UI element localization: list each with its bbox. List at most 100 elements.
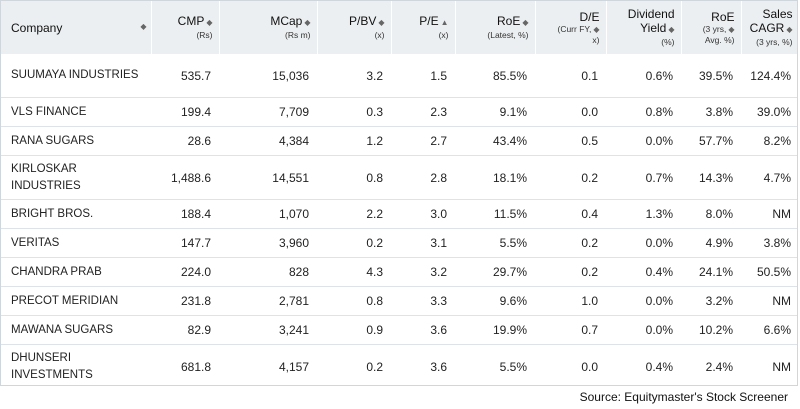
sort-updown-icon[interactable]: ◆ bbox=[206, 18, 213, 27]
dividend-yield-cell: 0.6% bbox=[606, 54, 681, 98]
company-name-cell[interactable]: VLS FINANCE bbox=[1, 97, 151, 127]
sales-cagr-cell: 39.0% bbox=[741, 97, 797, 127]
table-row: VERITAS 147.7 3,960 0.2 3.1 5.5% 0.2 0.0… bbox=[1, 228, 797, 258]
column-header-sales-cagr[interactable]: Sales CAGR ◆ (3 yrs, %) bbox=[741, 1, 797, 54]
column-subtitle: (%) bbox=[661, 37, 675, 47]
table-row: VLS FINANCE 199.4 7,709 0.3 2.3 9.1% 0.0… bbox=[1, 97, 797, 127]
cmp-cell: 82.9 bbox=[151, 315, 219, 345]
column-header-dividend-yield[interactable]: Dividend Yield ◆ (%) bbox=[606, 1, 682, 54]
roe-3yr-cell: 24.1% bbox=[681, 257, 741, 287]
table-row: SUUMAYA INDUSTRIES 535.7 15,036 3.2 1.5 … bbox=[1, 54, 797, 98]
column-header-company[interactable]: Company ◆ bbox=[1, 1, 152, 54]
pe-cell: 2.3 bbox=[391, 97, 455, 127]
roe-cell: 85.5% bbox=[455, 54, 535, 98]
roe-3yr-cell: 8.0% bbox=[681, 199, 741, 229]
sales-cagr-cell: 50.5% bbox=[741, 257, 797, 287]
de-cell: 0.0 bbox=[535, 97, 606, 127]
de-cell: 0.7 bbox=[535, 315, 606, 345]
column-subtitle: (3 yrs, bbox=[702, 23, 727, 34]
pbv-cell: 0.8 bbox=[317, 286, 391, 316]
pe-cell: 3.0 bbox=[391, 199, 455, 229]
column-title: Company bbox=[11, 20, 63, 35]
column-subtitle: (x) bbox=[374, 30, 385, 40]
column-title-2: CAGR bbox=[749, 21, 785, 35]
de-cell: 0.2 bbox=[535, 155, 606, 200]
cmp-cell: 199.4 bbox=[151, 97, 219, 127]
mcap-cell: 15,036 bbox=[219, 54, 317, 98]
source-note: Source: Equitymaster's Stock Screener bbox=[579, 390, 788, 404]
mcap-cell: 4,157 bbox=[219, 344, 317, 385]
cmp-cell: 231.8 bbox=[151, 286, 219, 316]
company-name-cell[interactable]: MAWANA SUGARS bbox=[1, 315, 151, 345]
mcap-cell: 4,384 bbox=[219, 126, 317, 156]
pe-cell: 2.8 bbox=[391, 155, 455, 200]
mcap-cell: 1,070 bbox=[219, 199, 317, 229]
pbv-cell: 0.3 bbox=[317, 97, 391, 127]
sort-updown-icon[interactable]: ◆ bbox=[378, 18, 385, 27]
cmp-cell: 535.7 bbox=[151, 54, 219, 98]
roe-cell: 18.1% bbox=[455, 155, 535, 200]
cmp-cell: 681.8 bbox=[151, 344, 219, 385]
pe-cell: 3.6 bbox=[391, 315, 455, 345]
column-subtitle: (Curr FY, bbox=[557, 23, 592, 34]
column-title: P/E bbox=[419, 14, 439, 28]
pe-cell: 3.3 bbox=[391, 286, 455, 316]
column-title: MCap bbox=[270, 14, 303, 28]
dividend-yield-cell: 0.0% bbox=[606, 228, 681, 258]
pe-cell: 3.6 bbox=[391, 344, 455, 385]
column-header-cmp[interactable]: CMP ◆ (Rs) bbox=[151, 1, 220, 54]
company-name-cell[interactable]: CHANDRA PRAB bbox=[1, 257, 151, 287]
roe-3yr-cell: 3.2% bbox=[681, 286, 741, 316]
column-header-mcap[interactable]: MCap ◆ (Rs m) bbox=[219, 1, 318, 54]
sales-cagr-cell: 8.2% bbox=[741, 126, 797, 156]
company-name-cell[interactable]: DHUNSERI INVESTMENTS bbox=[1, 344, 151, 385]
screener-table-panel: Company ◆ CMP ◆ (Rs) MCap ◆ (Rs m) P/BV ◆ (… bbox=[0, 0, 798, 386]
column-title: Dividend bbox=[627, 7, 675, 21]
company-name-cell[interactable]: PRECOT MERIDIAN bbox=[1, 286, 151, 316]
cmp-cell: 147.7 bbox=[151, 228, 219, 258]
roe-cell: 9.1% bbox=[455, 97, 535, 127]
sort-updown-icon[interactable]: ◆ bbox=[593, 24, 600, 34]
sort-updown-icon[interactable]: ◆ bbox=[728, 24, 735, 34]
pbv-cell: 0.9 bbox=[317, 315, 391, 345]
sales-cagr-cell: NM bbox=[741, 286, 797, 316]
table-row: DHUNSERI INVESTMENTS 681.8 4,157 0.2 3.6… bbox=[1, 344, 797, 385]
pe-cell: 3.2 bbox=[391, 257, 455, 287]
company-name-cell[interactable]: BRIGHT BROS. bbox=[1, 199, 151, 229]
dividend-yield-cell: 0.4% bbox=[606, 344, 681, 385]
column-subtitle: (3 yrs, %) bbox=[756, 37, 793, 47]
pbv-cell: 3.2 bbox=[317, 54, 391, 98]
company-name-cell[interactable]: SUUMAYA INDUSTRIES bbox=[1, 54, 151, 98]
de-cell: 1.0 bbox=[535, 286, 606, 316]
de-cell: 0.0 bbox=[535, 344, 606, 385]
table-row: CHANDRA PRAB 224.0 828 4.3 3.2 29.7% 0.2… bbox=[1, 257, 797, 287]
roe-3yr-cell: 39.5% bbox=[681, 54, 741, 98]
pbv-cell: 0.8 bbox=[317, 155, 391, 200]
sort-updown-icon[interactable]: ◆ bbox=[304, 18, 311, 27]
column-header-roe-3yr[interactable]: RoE (3 yrs, ◆ Avg. %) bbox=[681, 1, 742, 54]
de-cell: 0.2 bbox=[535, 228, 606, 258]
column-header-de[interactable]: D/E (Curr FY, ◆ x) bbox=[535, 1, 607, 54]
sort-up-icon[interactable]: ▲ bbox=[440, 18, 449, 27]
screener-table: Company ◆ CMP ◆ (Rs) MCap ◆ (Rs m) P/BV ◆ (… bbox=[1, 1, 797, 385]
cmp-cell: 28.6 bbox=[151, 126, 219, 156]
roe-3yr-cell: 14.3% bbox=[681, 155, 741, 200]
company-name-cell[interactable]: KIRLOSKAR INDUSTRIES bbox=[1, 155, 151, 200]
sort-updown-icon[interactable]: ◆ bbox=[786, 25, 793, 34]
column-subtitle-2: Avg. %) bbox=[704, 34, 735, 45]
pe-cell: 3.1 bbox=[391, 228, 455, 258]
company-name-cell[interactable]: VERITAS bbox=[1, 228, 151, 258]
mcap-cell: 14,551 bbox=[219, 155, 317, 200]
sort-updown-icon[interactable]: ◆ bbox=[522, 18, 529, 27]
de-cell: 0.4 bbox=[535, 199, 606, 229]
mcap-cell: 7,709 bbox=[219, 97, 317, 127]
column-header-roe[interactable]: RoE ◆ (Latest, %) bbox=[455, 1, 536, 54]
pe-cell: 1.5 bbox=[391, 54, 455, 98]
sort-updown-icon[interactable]: ◆ bbox=[140, 22, 147, 31]
column-header-pbv[interactable]: P/BV ◆ (x) bbox=[317, 1, 392, 54]
column-header-pe[interactable]: P/E ▲ (x) bbox=[391, 1, 456, 54]
sort-updown-icon[interactable]: ◆ bbox=[668, 25, 675, 34]
company-name-cell[interactable]: RANA SUGARS bbox=[1, 126, 151, 156]
roe-3yr-cell: 10.2% bbox=[681, 315, 741, 345]
roe-cell: 5.5% bbox=[455, 344, 535, 385]
